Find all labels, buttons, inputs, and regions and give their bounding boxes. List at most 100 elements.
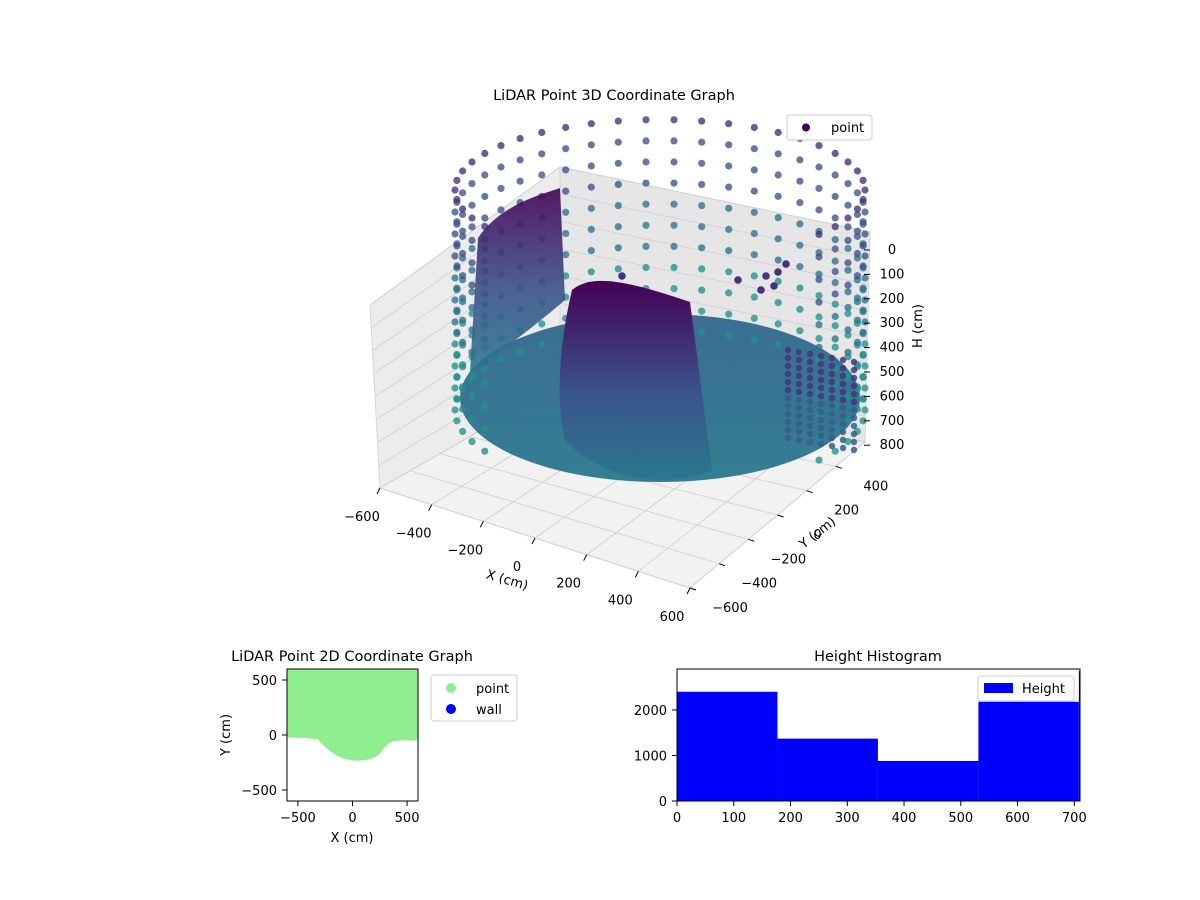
cloud-point — [725, 225, 733, 233]
cloud-point — [481, 425, 489, 433]
cloud-point — [698, 328, 706, 336]
cloud-point — [795, 412, 803, 420]
cloud-point — [861, 186, 869, 194]
cloud-point — [468, 393, 476, 401]
x-tick-label-hist: 600 — [1005, 811, 1030, 826]
y-tick-label-3d: −400 — [741, 577, 777, 592]
cloud-point — [831, 245, 839, 253]
cloud-point — [859, 240, 867, 248]
cloud-point — [642, 158, 650, 166]
cloud-point — [670, 137, 678, 145]
cloud-point — [698, 180, 706, 188]
cloud-point — [817, 424, 825, 432]
cloud-point — [844, 244, 852, 253]
y-axis-label-2d: Y (cm) — [219, 714, 234, 757]
legend-2d: point wall — [430, 674, 518, 722]
cloud-point — [774, 235, 782, 243]
cloud-point — [698, 159, 706, 167]
cloud-point — [817, 432, 825, 440]
cloud-point — [850, 358, 858, 366]
cloud-point — [815, 298, 823, 306]
cloud-point — [828, 378, 836, 386]
cloud-point — [796, 284, 804, 292]
cloud-point — [497, 184, 505, 192]
cloud-point — [806, 406, 814, 414]
cloud-point — [817, 376, 825, 384]
cloud-point — [614, 117, 622, 125]
x-tick-label-hist: 300 — [835, 811, 860, 826]
cloud-point — [497, 163, 505, 171]
histogram-bar — [1078, 670, 1080, 801]
legend-3d-point-label: point — [831, 121, 864, 136]
cloud-point — [698, 244, 706, 252]
cloud-point — [750, 272, 758, 280]
cloud-point — [468, 415, 476, 423]
cloud-point — [828, 402, 836, 410]
y-tick-label-3d: 0 — [813, 528, 821, 543]
y-tick-3d — [777, 514, 784, 518]
cloud-point — [453, 262, 461, 270]
x-tick-label-hist: 0 — [673, 811, 681, 826]
cloud-point — [844, 415, 852, 423]
cloud-point — [459, 189, 467, 197]
cloud-point — [614, 159, 622, 167]
cloud-point — [587, 247, 595, 255]
cloud-point — [451, 208, 459, 216]
cloud-point — [853, 272, 862, 280]
cloud-point — [562, 123, 570, 132]
cloud-point — [642, 179, 650, 187]
cloud-point — [516, 177, 524, 185]
cloud-point — [839, 380, 847, 388]
legend-point-marker — [802, 123, 810, 132]
histogram-bar — [777, 738, 878, 801]
cloud-point — [451, 296, 459, 304]
cloud-point — [774, 171, 782, 179]
cloud-point — [698, 202, 706, 210]
cloud-point — [806, 382, 814, 390]
cloud-point — [725, 204, 733, 212]
cloud-point — [459, 427, 467, 435]
cloud-point — [831, 322, 839, 330]
cloud-point — [828, 442, 836, 450]
cloud-point — [453, 395, 461, 403]
x-tick-label-hist: 100 — [721, 811, 746, 826]
x-axis-label-2d: X (cm) — [331, 831, 374, 846]
cloud-point — [481, 214, 489, 222]
cloud-point — [774, 128, 782, 137]
cloud-point — [538, 341, 546, 349]
cloud-point — [750, 187, 758, 195]
y-tick-label-2d: 500 — [252, 674, 277, 689]
cloud-point — [831, 343, 839, 351]
cloud-point — [831, 312, 839, 320]
cloud-point — [815, 270, 823, 278]
x-tick-label-hist: 400 — [892, 811, 917, 826]
cloud-point — [817, 400, 825, 408]
cloud-point — [815, 253, 823, 261]
y-tick-label-hist: 0 — [659, 795, 667, 810]
cloud-point — [844, 326, 852, 334]
cloud-point — [453, 350, 461, 358]
z-tick-label-3d: 700 — [880, 414, 905, 429]
cloud-point — [795, 380, 803, 388]
cloud-point — [815, 163, 823, 171]
cloud-point — [861, 362, 869, 370]
cloud-point — [642, 137, 650, 145]
cloud-point — [844, 180, 852, 188]
cloud-point — [451, 230, 459, 238]
cloud-point — [806, 430, 814, 438]
cloud-point — [497, 142, 505, 150]
legend-height-swatch — [984, 683, 1013, 693]
cloud-point — [782, 260, 790, 268]
y-tick-label-2d: −500 — [241, 784, 277, 799]
cloud-point — [828, 362, 836, 370]
cloud-point — [844, 370, 852, 379]
cloud-point — [770, 282, 778, 290]
cloud-point — [750, 229, 758, 238]
x-tick-label-2d: −500 — [280, 811, 316, 826]
cloud-point — [459, 405, 467, 413]
cloud-point — [850, 438, 858, 446]
lidar-2d-chart: LiDAR Point 2D Coordinate Graph −500 0 500… — [219, 649, 518, 846]
cloud-point — [817, 360, 825, 368]
cloud-point — [784, 370, 792, 378]
cloud-point — [459, 383, 467, 391]
